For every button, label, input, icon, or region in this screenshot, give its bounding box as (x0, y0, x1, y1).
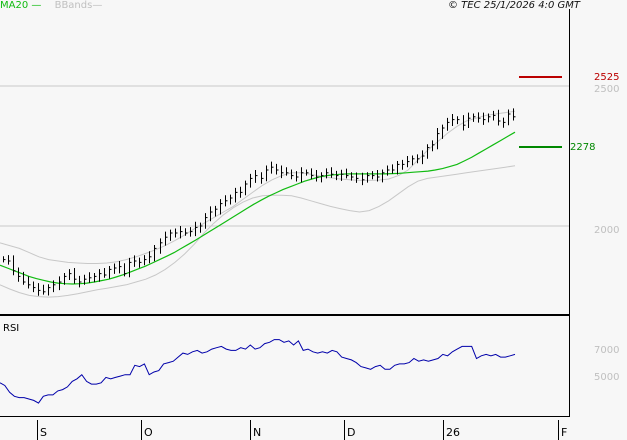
x-label-dec: D (347, 426, 356, 439)
rsi-axis-label-50: 5000 (594, 372, 620, 383)
x-label-oct: O (144, 426, 153, 439)
x-label-sep: S (40, 426, 47, 439)
x-label-feb: F (561, 426, 568, 439)
legend-bbands: BBands— (54, 0, 103, 11)
chart-legend: MA20 — BBands— (0, 0, 102, 12)
bollinger-upper-line (0, 110, 516, 264)
x-label-2026: 26 (446, 426, 460, 439)
price-bars (3, 108, 516, 296)
copyright-timestamp: © TEC 25/1/2026 4:0 GMT (448, 0, 580, 11)
price-axis-label-2500: 2500 (594, 84, 620, 95)
legend-ma20: MA20 — (0, 0, 42, 11)
resistance-level-label: 2525 (594, 72, 620, 83)
rsi-panel-title: RSI (3, 323, 20, 334)
price-axis-label-2000: 2000 (594, 225, 620, 236)
x-axis-ticks (37, 420, 559, 440)
ma20-line (0, 131, 516, 285)
rsi-axis-label-70: 7000 (594, 345, 620, 356)
bollinger-lower-line (0, 165, 516, 298)
x-label-nov: N (253, 426, 262, 439)
rsi-line (0, 339, 516, 404)
support-level-label: 2278 (570, 142, 596, 153)
